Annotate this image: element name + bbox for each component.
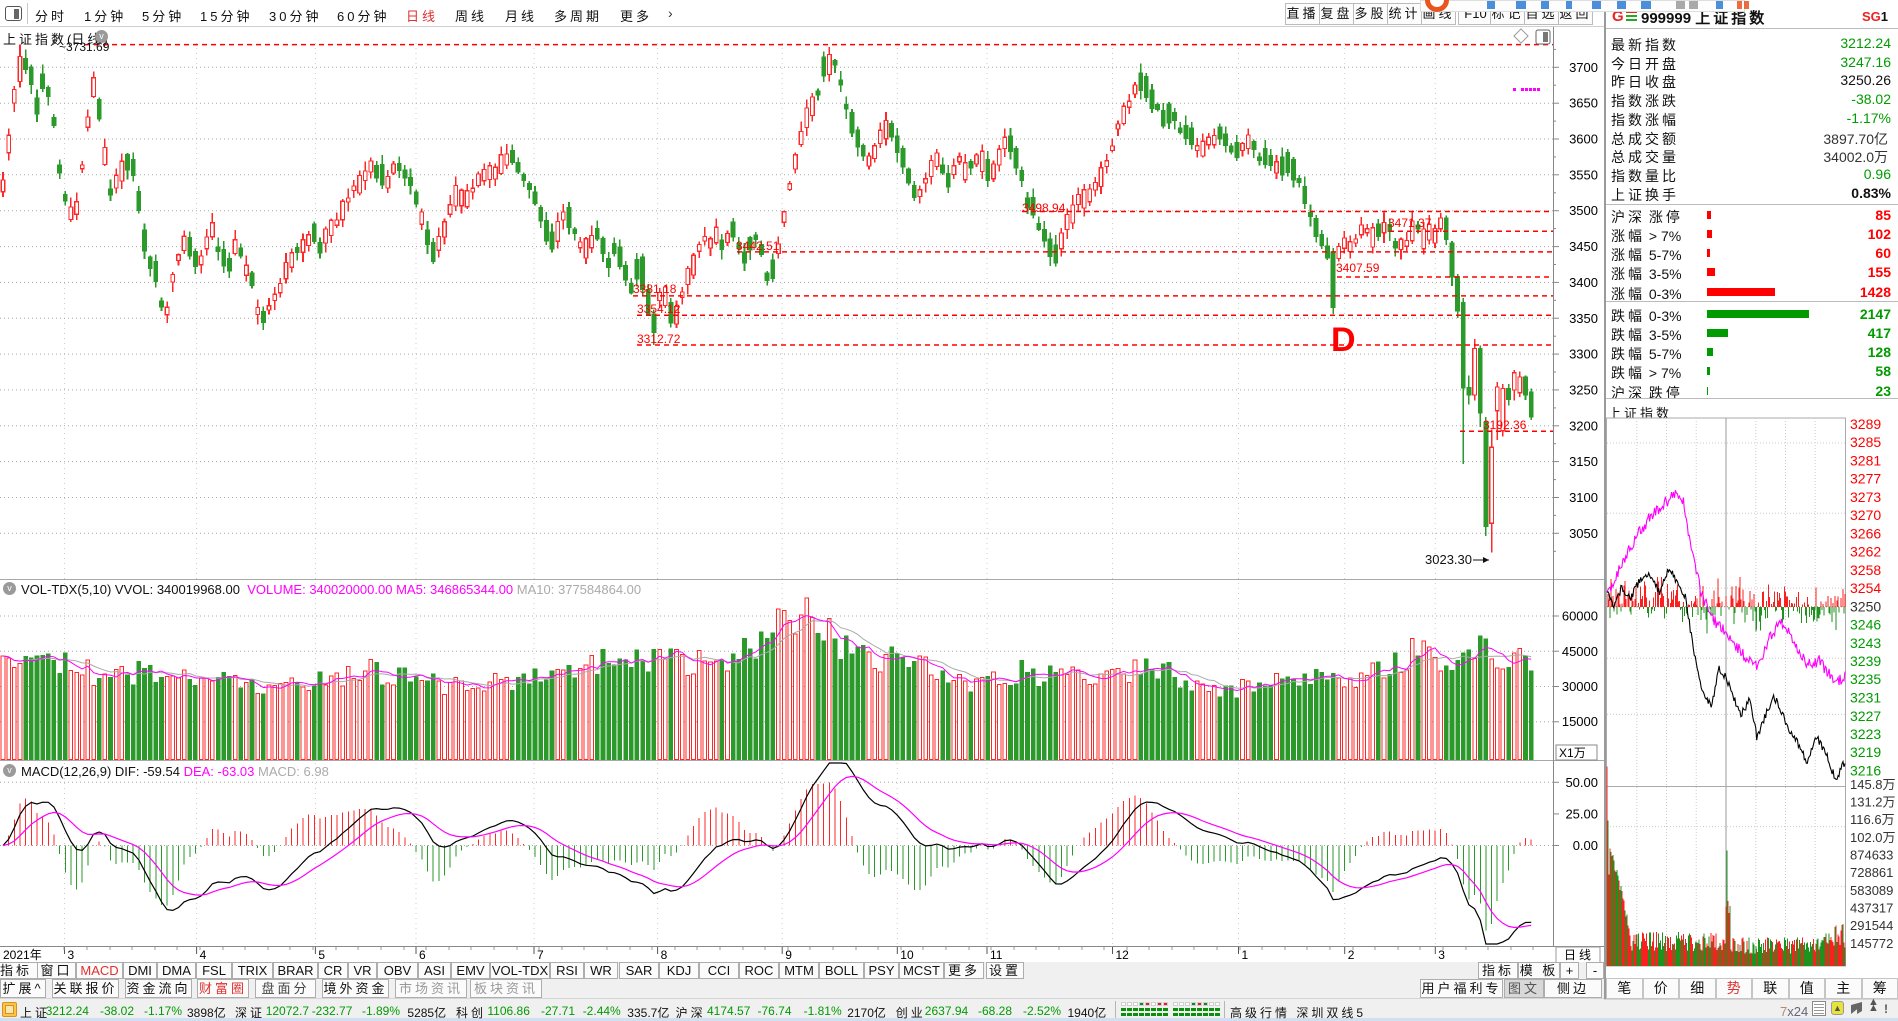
svg-text:3023.30: 3023.30 xyxy=(1425,552,1472,567)
svg-text:3498.94: 3498.94 xyxy=(1022,201,1066,215)
svg-text:3354.12: 3354.12 xyxy=(637,302,681,316)
svg-text:3050: 3050 xyxy=(1569,526,1598,541)
svg-text:3450: 3450 xyxy=(1569,239,1598,254)
svg-text:12: 12 xyxy=(1116,948,1130,962)
svg-text:3150: 3150 xyxy=(1569,454,1598,469)
svg-text:3192.36: 3192.36 xyxy=(1483,418,1527,432)
svg-text:3100: 3100 xyxy=(1569,490,1598,505)
svg-text:8: 8 xyxy=(661,948,668,962)
svg-text:3650: 3650 xyxy=(1569,96,1598,111)
svg-text:3250: 3250 xyxy=(1569,382,1598,397)
svg-text:0.00: 0.00 xyxy=(1573,838,1598,853)
svg-text:D: D xyxy=(1331,321,1356,359)
svg-text:4: 4 xyxy=(200,948,207,962)
svg-text:45000: 45000 xyxy=(1562,644,1598,659)
svg-text:3400: 3400 xyxy=(1569,275,1598,290)
svg-text:3312.72: 3312.72 xyxy=(637,332,681,346)
svg-text:3200: 3200 xyxy=(1569,418,1598,433)
svg-text:1: 1 xyxy=(1242,948,1249,962)
svg-text:6: 6 xyxy=(419,948,426,962)
svg-text:3600: 3600 xyxy=(1569,132,1598,147)
svg-text:3: 3 xyxy=(68,948,75,962)
svg-text:30000: 30000 xyxy=(1562,679,1598,694)
svg-text:~3731.69: ~3731.69 xyxy=(59,40,110,54)
svg-text:5: 5 xyxy=(318,948,325,962)
svg-text:11: 11 xyxy=(990,948,1003,962)
svg-text:3: 3 xyxy=(1438,948,1445,962)
svg-text:50.00: 50.00 xyxy=(1565,775,1598,790)
svg-text:3300: 3300 xyxy=(1569,347,1598,362)
svg-text:7: 7 xyxy=(537,948,544,962)
svg-text:2021年: 2021年 xyxy=(3,948,45,962)
svg-text:3550: 3550 xyxy=(1569,167,1598,182)
svg-text:3442.51: 3442.51 xyxy=(736,239,780,253)
svg-text:15000: 15000 xyxy=(1562,714,1598,729)
svg-text:3700: 3700 xyxy=(1569,60,1598,75)
svg-text:X1万: X1万 xyxy=(1559,746,1589,760)
svg-text:2: 2 xyxy=(1348,948,1355,962)
svg-text:3500: 3500 xyxy=(1569,203,1598,218)
svg-text:3381.18: 3381.18 xyxy=(633,282,677,296)
svg-text:日线: 日线 xyxy=(1564,948,1594,962)
svg-text:10: 10 xyxy=(900,948,914,962)
svg-text:3471.37: 3471.37 xyxy=(1388,216,1432,230)
svg-text:60000: 60000 xyxy=(1562,609,1598,624)
svg-text:3407.59: 3407.59 xyxy=(1336,261,1380,275)
svg-text:25.00: 25.00 xyxy=(1565,806,1598,821)
svg-text:3350: 3350 xyxy=(1569,311,1598,326)
svg-text:9: 9 xyxy=(785,948,792,962)
